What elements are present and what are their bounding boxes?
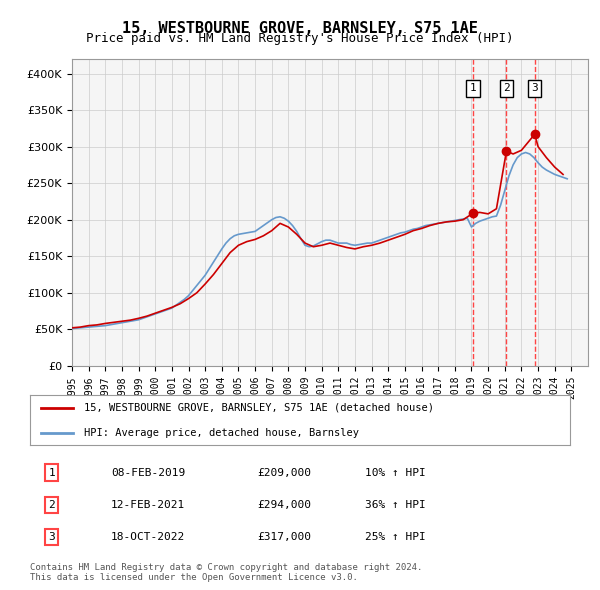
Text: £317,000: £317,000 (257, 532, 311, 542)
Text: £294,000: £294,000 (257, 500, 311, 510)
Text: 25% ↑ HPI: 25% ↑ HPI (365, 532, 425, 542)
Text: 1: 1 (470, 83, 476, 93)
Text: Price paid vs. HM Land Registry's House Price Index (HPI): Price paid vs. HM Land Registry's House … (86, 32, 514, 45)
Text: 15, WESTBOURNE GROVE, BARNSLEY, S75 1AE: 15, WESTBOURNE GROVE, BARNSLEY, S75 1AE (122, 21, 478, 35)
Text: 2: 2 (503, 83, 510, 93)
Text: 3: 3 (532, 83, 538, 93)
Text: This data is licensed under the Open Government Licence v3.0.: This data is licensed under the Open Gov… (30, 573, 358, 582)
Text: £209,000: £209,000 (257, 468, 311, 478)
Text: 1: 1 (48, 468, 55, 478)
Text: 36% ↑ HPI: 36% ↑ HPI (365, 500, 425, 510)
Text: Contains HM Land Registry data © Crown copyright and database right 2024.: Contains HM Land Registry data © Crown c… (30, 563, 422, 572)
Text: 15, WESTBOURNE GROVE, BARNSLEY, S75 1AE (detached house): 15, WESTBOURNE GROVE, BARNSLEY, S75 1AE … (84, 403, 434, 413)
Text: 3: 3 (48, 532, 55, 542)
Text: HPI: Average price, detached house, Barnsley: HPI: Average price, detached house, Barn… (84, 428, 359, 438)
Text: 10% ↑ HPI: 10% ↑ HPI (365, 468, 425, 478)
Text: 12-FEB-2021: 12-FEB-2021 (111, 500, 185, 510)
Text: 18-OCT-2022: 18-OCT-2022 (111, 532, 185, 542)
Text: 08-FEB-2019: 08-FEB-2019 (111, 468, 185, 478)
Text: 2: 2 (48, 500, 55, 510)
